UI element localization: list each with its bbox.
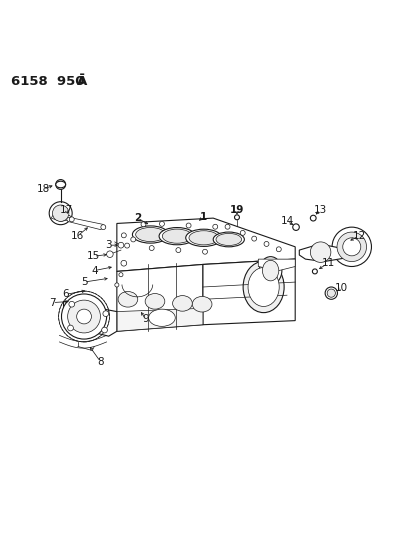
Text: 13: 13 (313, 205, 326, 215)
Polygon shape (51, 213, 72, 221)
Circle shape (240, 230, 245, 236)
Circle shape (312, 269, 317, 274)
Circle shape (118, 243, 124, 248)
Polygon shape (66, 217, 106, 230)
Ellipse shape (132, 226, 168, 243)
Ellipse shape (118, 292, 137, 307)
Polygon shape (299, 244, 346, 262)
Polygon shape (117, 218, 294, 271)
Circle shape (342, 238, 360, 256)
Circle shape (141, 222, 146, 227)
Circle shape (186, 223, 191, 228)
Circle shape (292, 224, 299, 230)
Circle shape (121, 260, 126, 266)
Text: 5: 5 (81, 277, 87, 287)
Text: Ā: Ā (77, 75, 87, 87)
Circle shape (76, 309, 91, 324)
Circle shape (101, 327, 107, 333)
Text: 2: 2 (133, 213, 141, 223)
Polygon shape (258, 259, 294, 271)
Circle shape (234, 215, 239, 220)
Circle shape (56, 180, 65, 189)
Ellipse shape (247, 268, 279, 306)
Polygon shape (63, 301, 117, 336)
Text: 8: 8 (97, 357, 103, 367)
Text: 15: 15 (87, 251, 100, 261)
Circle shape (324, 287, 337, 300)
Text: 1: 1 (199, 212, 206, 222)
Circle shape (52, 205, 69, 221)
Circle shape (331, 227, 371, 266)
Ellipse shape (135, 228, 165, 241)
Polygon shape (202, 259, 294, 325)
Circle shape (115, 283, 119, 287)
Text: 3: 3 (105, 240, 112, 250)
Text: 19: 19 (229, 205, 244, 215)
Circle shape (175, 248, 180, 253)
Text: 6: 6 (62, 289, 69, 300)
Ellipse shape (189, 231, 218, 245)
Ellipse shape (216, 233, 241, 246)
Ellipse shape (213, 232, 244, 247)
Circle shape (106, 251, 113, 257)
Ellipse shape (243, 261, 283, 313)
Circle shape (336, 232, 366, 262)
Text: 4: 4 (91, 265, 97, 276)
Ellipse shape (185, 229, 221, 246)
Circle shape (69, 217, 74, 222)
Circle shape (326, 289, 335, 297)
Circle shape (61, 294, 106, 339)
Circle shape (67, 325, 73, 331)
Text: 10: 10 (334, 283, 347, 293)
Circle shape (101, 225, 106, 230)
Ellipse shape (145, 294, 164, 309)
Circle shape (159, 221, 164, 227)
Text: 18: 18 (36, 184, 49, 195)
Circle shape (202, 249, 207, 254)
Circle shape (103, 311, 108, 317)
Ellipse shape (172, 296, 192, 311)
Ellipse shape (162, 229, 191, 243)
Circle shape (310, 215, 315, 221)
Ellipse shape (259, 257, 281, 285)
Text: 17: 17 (60, 205, 73, 215)
Ellipse shape (192, 296, 211, 312)
Ellipse shape (262, 260, 278, 281)
Circle shape (276, 247, 281, 252)
Circle shape (263, 241, 268, 246)
Ellipse shape (148, 309, 175, 326)
Circle shape (67, 300, 100, 333)
Polygon shape (117, 264, 202, 332)
Text: 6158  950: 6158 950 (11, 75, 85, 87)
Polygon shape (117, 308, 202, 332)
Circle shape (119, 273, 123, 277)
Circle shape (121, 233, 126, 238)
Circle shape (130, 237, 135, 242)
Text: 12: 12 (352, 231, 365, 241)
Circle shape (149, 246, 154, 251)
Circle shape (212, 224, 217, 229)
Ellipse shape (159, 228, 195, 245)
Text: 16: 16 (71, 231, 84, 241)
Circle shape (69, 301, 74, 307)
Circle shape (225, 224, 229, 229)
Text: 7: 7 (49, 297, 56, 308)
Circle shape (310, 242, 330, 262)
Circle shape (251, 236, 256, 241)
Circle shape (124, 243, 129, 248)
Text: 9: 9 (142, 314, 148, 324)
Text: 14: 14 (280, 216, 293, 227)
Ellipse shape (56, 181, 65, 188)
Text: 11: 11 (321, 258, 334, 268)
Circle shape (49, 201, 72, 225)
